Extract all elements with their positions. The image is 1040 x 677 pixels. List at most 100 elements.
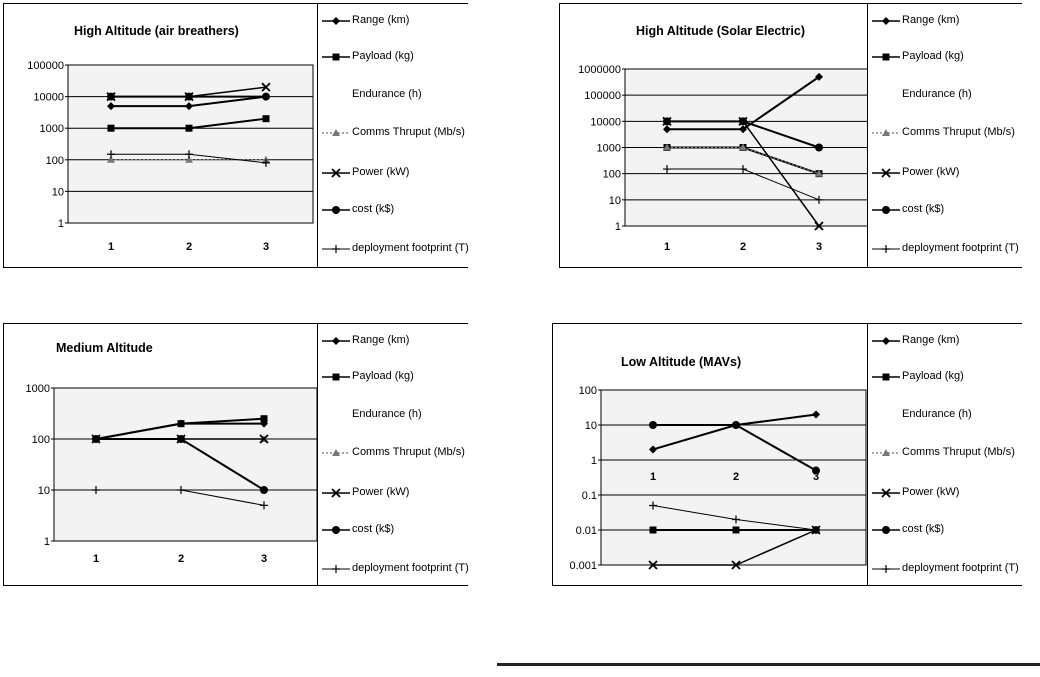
legend-marker	[332, 565, 340, 573]
x-tick-label: 2	[733, 471, 739, 483]
chart-high-altitude-solar: High Altitude (Solar Electric) 1 10 100 100…	[559, 3, 1022, 268]
legend-marker	[332, 129, 340, 136]
legend-symbol	[322, 488, 350, 498]
legend-symbol	[322, 565, 350, 573]
legend: Range (km) Payload (kg) Endurance (h) Comms…	[867, 324, 1022, 585]
series-deployment-footprint-t-	[663, 165, 823, 204]
plot-area	[67, 64, 314, 224]
chart-title: High Altitude (air breathers)	[74, 24, 239, 38]
data-point	[649, 445, 657, 454]
legend-label: Power (kW)	[352, 166, 410, 178]
legend-label: deployment footprint (T)	[902, 242, 1019, 254]
chart-plot: 1 10 100 1000 10000 100000 1000000 1 2 3	[578, 64, 869, 253]
chart-medium-altitude: Medium Altitude 1 10 100 1000 1 2 3 Range (km)…	[3, 323, 469, 586]
data-point	[812, 466, 820, 475]
legend-label: cost (k$)	[902, 523, 945, 535]
data-point	[107, 102, 115, 111]
y-tick-label: 100000	[584, 90, 621, 102]
legend-label: Power (kW)	[352, 486, 410, 498]
y-tick-label: 1	[44, 536, 50, 548]
legend-symbol	[322, 88, 350, 102]
data-point	[185, 92, 193, 101]
data-point	[185, 102, 193, 111]
series-range-km-	[663, 72, 823, 134]
legend-symbol	[872, 245, 900, 253]
x-tick-label: 3	[816, 241, 822, 253]
data-point	[815, 143, 823, 152]
y-tick-label: 100	[32, 434, 50, 446]
legend-marker	[332, 245, 340, 253]
legend-marker	[882, 245, 890, 253]
legend-marker	[882, 206, 890, 214]
legend-marker	[882, 129, 890, 136]
y-tick-label: 1	[58, 218, 64, 230]
data-point	[262, 92, 270, 101]
legend-symbol	[322, 337, 350, 345]
legend-symbol	[322, 168, 350, 178]
series-deployment-footprint-t-	[649, 501, 820, 534]
y-tick-label: 10000	[33, 92, 64, 104]
legend-marker	[332, 206, 340, 214]
series-cost-k-	[663, 117, 823, 152]
y-tick-label: 100	[579, 385, 597, 397]
y-tick-label: 10	[52, 186, 64, 198]
chart-plot: 0.001 0.01 0.1 1 10 100 1 2 3	[569, 385, 867, 572]
y-tick-label: 10	[609, 195, 621, 207]
data-point	[260, 415, 268, 423]
data-point	[663, 143, 671, 151]
series-deployment-footprint-t-	[107, 150, 270, 167]
y-tick-label: 10	[585, 420, 597, 432]
y-tick-label: 0.1	[582, 490, 597, 502]
legend-label: Range (km)	[352, 14, 410, 26]
legend-label: Endurance (h)	[352, 88, 422, 100]
y-tick-label: 1000000	[578, 64, 621, 76]
data-point	[815, 195, 823, 204]
data-point	[185, 150, 193, 159]
y-tick-label: 10000	[590, 116, 621, 128]
legend-label: cost (k$)	[352, 523, 395, 535]
y-tick-label: 0.01	[576, 525, 597, 537]
y-tick-label: 1	[615, 221, 621, 233]
data-point	[739, 117, 747, 126]
series-comms-thruput-mb-s-	[663, 143, 823, 177]
legend-symbol	[872, 408, 900, 422]
y-tick-label: 100000	[27, 60, 64, 72]
data-point	[649, 421, 657, 429]
legend-symbol	[872, 88, 900, 102]
y-tick-label: 1000	[597, 143, 621, 155]
chart-plot: 1 10 100 1000 10000 100000 1 2 3	[27, 60, 314, 253]
data-point	[259, 434, 269, 444]
legend-marker	[881, 168, 891, 178]
x-tick-label: 3	[813, 471, 819, 483]
legend-symbol	[322, 373, 350, 381]
legend-marker	[881, 488, 891, 498]
data-point	[815, 72, 823, 81]
legend-label: Endurance (h)	[902, 88, 972, 100]
divider	[497, 663, 1040, 666]
data-point	[260, 501, 268, 510]
data-point	[663, 125, 671, 134]
data-point	[107, 124, 115, 132]
legend: Range (km) Payload (kg) Endurance (h) Comms…	[317, 4, 469, 267]
series-deployment-footprint-t-	[92, 486, 268, 510]
legend: Range (km) Payload (kg) Endurance (h) Comms…	[867, 4, 1022, 267]
legend-label: Endurance (h)	[902, 408, 972, 420]
x-tick-label: 2	[740, 241, 746, 253]
data-point	[739, 165, 747, 174]
x-tick-label: 1	[93, 553, 99, 565]
data-point	[663, 117, 671, 126]
x-tick-label: 2	[178, 553, 184, 565]
data-point	[732, 421, 740, 429]
x-tick-label: 2	[186, 241, 192, 253]
legend-label: Comms Thruput (Mb/s)	[352, 446, 465, 458]
series-cost-k-	[92, 435, 268, 494]
series-cost-k-	[649, 421, 820, 475]
legend-label: Comms Thruput (Mb/s)	[902, 126, 1015, 138]
x-tick-label: 1	[650, 471, 656, 483]
legend-marker	[332, 17, 340, 25]
legend-symbol	[872, 129, 900, 136]
y-tick-label: 100	[46, 155, 64, 167]
chart-low-altitude-mavs: Low Altitude (MAVs) 0.001 0.01 0.1 1 10 100 1 2…	[552, 323, 1022, 586]
series-payload-kg-	[107, 115, 270, 132]
data-point	[177, 486, 185, 494]
